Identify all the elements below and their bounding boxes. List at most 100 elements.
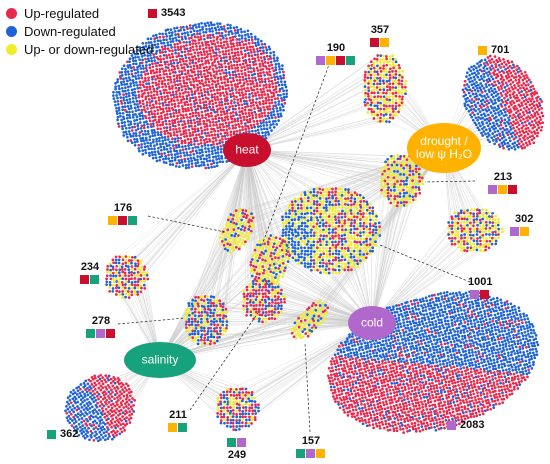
gene-dot <box>218 160 222 164</box>
gene-dot <box>191 55 194 59</box>
gene-dot <box>166 82 170 85</box>
gene-dot <box>158 73 162 77</box>
gene-dot <box>206 159 209 163</box>
gene-dot <box>502 146 505 150</box>
gene-dot <box>260 112 264 115</box>
gene-dot <box>225 96 229 99</box>
gene-dot <box>492 335 496 339</box>
gene-dot <box>357 381 361 385</box>
gene-dot <box>169 40 173 43</box>
gene-dot <box>191 24 195 28</box>
gene-dot <box>415 369 418 373</box>
gene-dot <box>373 358 377 362</box>
gene-dot <box>139 126 143 130</box>
gene-dot <box>450 343 454 347</box>
gene-dot <box>440 366 443 370</box>
gene-dot <box>138 99 142 103</box>
gene-dot <box>221 46 224 50</box>
gene-dot <box>277 83 281 87</box>
gene-dot <box>500 119 504 122</box>
gene-dot <box>406 313 410 317</box>
gene-dot <box>220 101 224 104</box>
gene-dot <box>384 377 388 381</box>
gene-dot <box>425 312 429 316</box>
gene-dot <box>187 121 190 125</box>
gene-dot <box>477 301 480 305</box>
gene-dot <box>402 379 405 383</box>
gene-dot <box>533 107 537 110</box>
gene-dot <box>251 82 255 85</box>
gene-dot <box>204 81 207 84</box>
gene-dot <box>142 123 146 127</box>
gene-dot <box>495 122 499 126</box>
gene-dot <box>451 362 455 366</box>
gene-dot <box>528 129 531 133</box>
gene-dot <box>344 356 347 360</box>
gene-dot <box>239 27 243 31</box>
gene-dot <box>428 323 432 327</box>
gene-dot <box>471 306 475 309</box>
gene-dot <box>272 125 276 129</box>
gene-dot <box>500 80 504 84</box>
gene-dot <box>513 330 516 333</box>
gene-dot <box>399 371 403 374</box>
gene-dot <box>491 342 495 346</box>
gene-dot <box>269 123 273 127</box>
gene-dot <box>528 135 532 139</box>
gene-dot <box>465 100 468 103</box>
gene-dot <box>461 347 464 351</box>
gene-dot <box>497 57 501 60</box>
gene-dot <box>162 160 166 164</box>
gene-dot <box>426 372 429 376</box>
gene-dot <box>173 43 177 46</box>
gene-dot <box>383 358 387 361</box>
gene-dot <box>165 91 169 95</box>
gene-dot <box>499 337 503 340</box>
gene-dot <box>409 358 413 362</box>
gene-dot <box>457 345 460 348</box>
gene-dot <box>407 307 411 311</box>
gene-dot <box>137 55 140 59</box>
gene-dot <box>247 76 251 80</box>
gene-dot <box>207 80 211 84</box>
gene-dot <box>253 50 256 54</box>
gene-dot <box>340 367 344 371</box>
gene-dot <box>531 335 534 339</box>
gene-dot <box>381 359 384 363</box>
gene-dot <box>474 105 478 109</box>
gene-dot <box>169 28 173 31</box>
gene-dot <box>523 70 527 74</box>
gene-dot <box>513 104 517 108</box>
gene-dot <box>534 334 538 337</box>
gene-dot <box>247 108 251 112</box>
gene-dot <box>473 322 477 325</box>
gene-dot <box>240 36 244 40</box>
gene-dot <box>268 126 272 129</box>
gene-dot <box>385 354 389 358</box>
gene-dot <box>205 134 208 138</box>
gene-dot <box>530 331 533 335</box>
gene-dot <box>425 299 429 303</box>
gene-dot <box>414 321 418 325</box>
gene-dot <box>477 326 481 330</box>
gene-dot <box>272 104 275 108</box>
gene-dot <box>207 118 211 122</box>
gene-dot <box>267 133 271 136</box>
gene-dot <box>165 129 169 133</box>
gene-dot <box>503 303 507 307</box>
gene-dot <box>258 49 262 52</box>
gene-dot <box>276 93 280 97</box>
gene-dot <box>468 354 472 358</box>
gene-dot <box>211 79 214 83</box>
gene-dot <box>477 97 481 101</box>
gene-dot <box>170 31 174 34</box>
gene-dot <box>255 84 259 88</box>
gene-dot <box>186 137 190 141</box>
gene-dot <box>500 304 504 308</box>
gene-dot <box>524 141 528 145</box>
gene-dot <box>424 331 427 335</box>
gene-dot <box>466 297 470 301</box>
gene-dot <box>174 48 177 52</box>
gene-dot <box>225 59 229 63</box>
gene-dot <box>222 40 226 44</box>
